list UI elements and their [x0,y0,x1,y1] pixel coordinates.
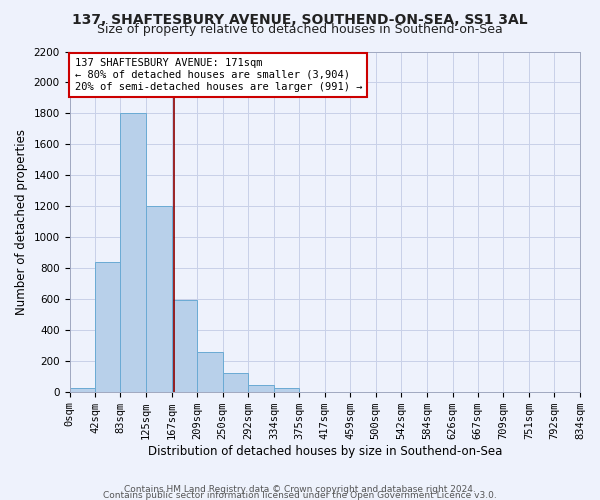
Text: Contains public sector information licensed under the Open Government Licence v3: Contains public sector information licen… [103,492,497,500]
Bar [223,373,248,392]
Bar [172,300,197,392]
Text: Size of property relative to detached houses in Southend-on-Sea: Size of property relative to detached ho… [97,22,503,36]
Text: 137, SHAFTESBURY AVENUE, SOUTHEND-ON-SEA, SS1 3AL: 137, SHAFTESBURY AVENUE, SOUTHEND-ON-SEA… [72,12,528,26]
Bar [248,385,274,392]
Bar [274,388,299,392]
Bar [70,388,95,392]
Bar [95,262,121,392]
Bar [197,352,223,392]
Text: Contains HM Land Registry data © Crown copyright and database right 2024.: Contains HM Land Registry data © Crown c… [124,486,476,494]
X-axis label: Distribution of detached houses by size in Southend-on-Sea: Distribution of detached houses by size … [148,444,502,458]
Text: 137 SHAFTESBURY AVENUE: 171sqm
← 80% of detached houses are smaller (3,904)
20% : 137 SHAFTESBURY AVENUE: 171sqm ← 80% of … [74,58,362,92]
Bar [121,114,146,392]
Y-axis label: Number of detached properties: Number of detached properties [15,128,28,314]
Bar [146,206,172,392]
